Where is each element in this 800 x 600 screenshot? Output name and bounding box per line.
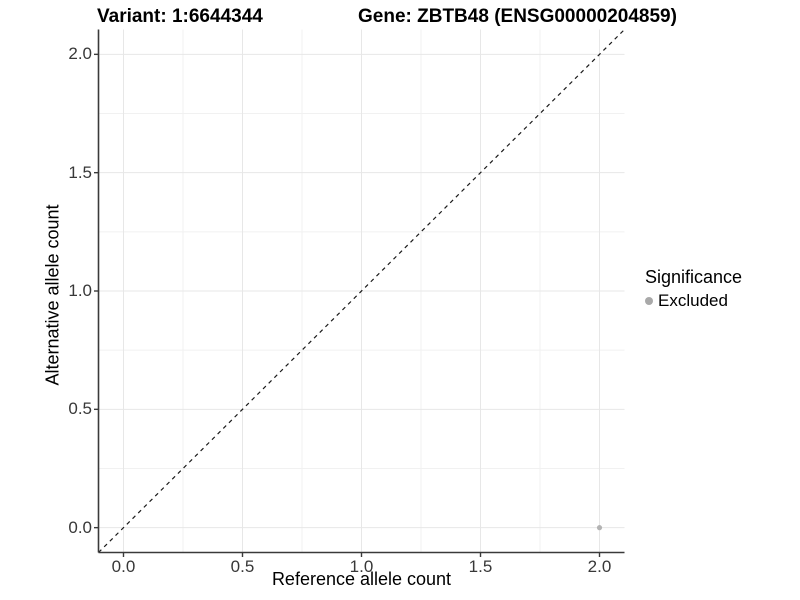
x-tick-label: 2.0	[587, 557, 612, 576]
x-tick-label: 1.0	[349, 557, 374, 576]
y-tick-label: 1.5	[68, 162, 92, 182]
x-axis-title: Reference allele count	[271, 569, 452, 589]
legend-item-label: Excluded	[658, 291, 728, 310]
legend-item-excluded: Excluded	[645, 291, 742, 311]
identity-dashed-line	[98, 29, 625, 553]
y-tick-label: 0.5	[68, 399, 92, 419]
plot-title-gene: Gene: ZBTB48 (ENSG00000204859)	[358, 6, 677, 27]
y-tick-label: 1.0	[68, 281, 92, 300]
legend-key-dot-icon	[645, 297, 653, 305]
x-tick-label: 1.5	[468, 557, 493, 576]
legend: Significance Excluded	[645, 267, 742, 311]
data-point-excluded	[596, 525, 603, 531]
plot-title-variant: Variant: 1:6644344	[97, 6, 263, 27]
legend-title: Significance	[645, 267, 743, 287]
y-tick-label: 2.0	[68, 44, 92, 64]
x-tick-label: 0.5	[230, 557, 255, 576]
x-tick-label: 0.0	[111, 557, 136, 576]
legend-items: Excluded	[645, 291, 742, 311]
y-tick-label: 0.0	[68, 517, 92, 537]
